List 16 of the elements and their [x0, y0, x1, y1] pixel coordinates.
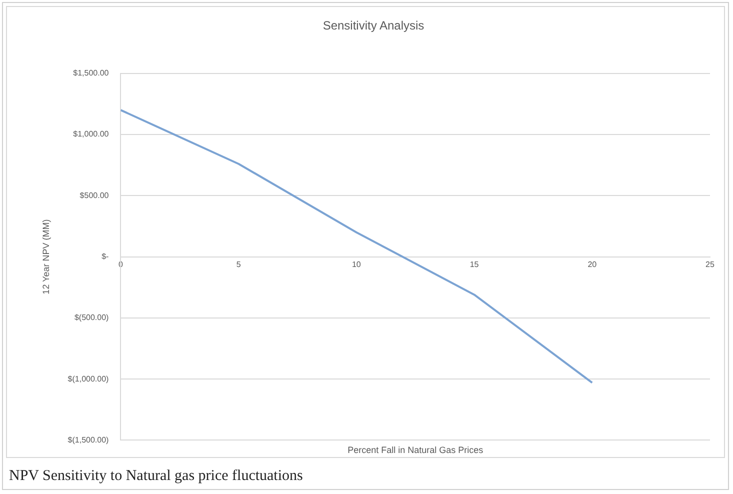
- x-tick-label: 20: [588, 260, 598, 269]
- y-tick-label: $1,500.00: [73, 68, 110, 78]
- y-tick-label: $500.00: [80, 190, 110, 200]
- y-tick-label: $(500.00): [74, 313, 110, 322]
- x-tick-label: 5: [236, 260, 242, 269]
- x-tick-label: 15: [470, 260, 480, 269]
- y-tick-label: $1,000.00: [73, 130, 110, 139]
- x-axis-title: Percent Fall in Natural Gas Prices: [348, 445, 484, 456]
- y-tick-label: $(1,000.00): [68, 374, 110, 384]
- y-tick-label: $(1,500.00): [68, 435, 110, 444]
- chart-title: Sensitivity Analysis: [322, 18, 424, 33]
- y-tick-label: $-: [102, 252, 110, 262]
- y-axis-title: 12 Year NPV (MM): [40, 219, 51, 294]
- x-tick-label: 10: [352, 260, 362, 269]
- x-tick-label: 25: [706, 260, 715, 269]
- text: NPV Sensitivity to Natural gas price fluctuations: [9, 468, 303, 485]
